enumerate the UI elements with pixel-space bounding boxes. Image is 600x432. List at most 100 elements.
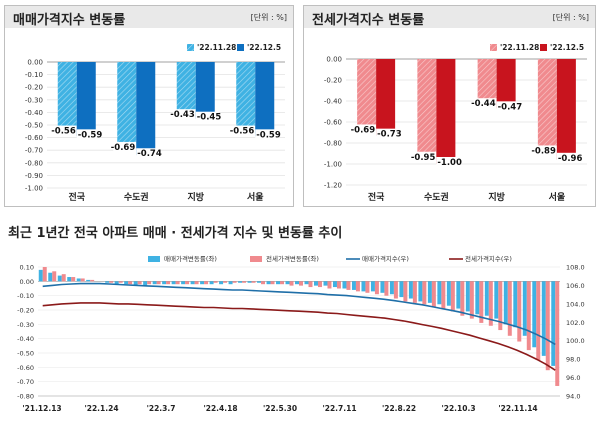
trend-bar <box>342 281 347 289</box>
jeonse-legend-swatch <box>490 44 497 51</box>
trend-x-tick-label: '22.10.3 <box>441 404 475 413</box>
sale-bar <box>236 62 256 133</box>
trend-bar <box>323 281 328 286</box>
trend-index-line <box>42 302 556 371</box>
trend-bar <box>503 281 508 325</box>
trend-right-tick-label: 96.0 <box>566 374 580 382</box>
trend-bar <box>247 281 252 283</box>
jeonse-data-label-bg <box>533 145 557 156</box>
trend-bar <box>261 281 266 285</box>
trend-legend-label: 전세가격변동률(좌) <box>266 254 319 263</box>
trend-bar <box>332 281 337 288</box>
jeonse-bar-chart: 0.00 -0.20 -0.40 -0.60 -0.80 -1.00 -1.20 '22.11… <box>324 43 587 203</box>
trend-bar <box>374 281 379 295</box>
trend-bar <box>185 281 190 285</box>
trend-bar <box>114 281 119 285</box>
trend-bar <box>257 281 262 283</box>
sale-bar <box>176 62 196 117</box>
jeonse-data-label: -0.69 <box>351 125 376 135</box>
trend-bar <box>276 281 281 285</box>
sale-data-label-bg <box>136 148 160 159</box>
jeonse-bar <box>537 59 557 153</box>
jeonse-y-tick-label: -1.00 <box>324 161 342 169</box>
trend-bar <box>431 281 436 308</box>
trend-bar <box>48 272 53 282</box>
trend-bar <box>76 278 81 282</box>
sale-y-tick-label: -0.10 <box>25 71 43 79</box>
trend-legend-label: 전세가격지수(우) <box>465 254 512 263</box>
sale-data-label-bg <box>195 111 219 122</box>
trend-bar <box>517 281 522 342</box>
trend-bar <box>346 281 351 290</box>
trend-bar <box>370 281 375 292</box>
trend-bar <box>266 281 271 285</box>
trend-bar <box>299 281 303 286</box>
sale-bar <box>136 62 156 156</box>
trend-bar <box>118 281 123 283</box>
trend-bar <box>105 281 110 283</box>
trend-bar <box>137 281 142 285</box>
trend-bar <box>213 281 218 283</box>
sale-y-tick-label: -1.00 <box>25 185 43 193</box>
sale-y-tick-label: -0.70 <box>25 147 43 155</box>
sale-data-label-bg <box>53 125 77 136</box>
trend-bar <box>190 281 195 285</box>
trend-section-title: 최근 1년간 전국 아파트 매매 · 전세가격 지수 및 변동률 추이 <box>8 226 343 241</box>
trend-legend-label: 매매가격변동률(좌) <box>164 254 217 263</box>
sale-data-label: -0.45 <box>197 113 222 123</box>
jeonse-category-label: 서울 <box>549 191 566 203</box>
trend-bar <box>232 281 237 283</box>
trend-bar <box>488 281 493 326</box>
trend-bar <box>446 281 451 306</box>
trend-left-tick-label: -0.80 <box>17 393 34 401</box>
trend-bar <box>479 281 484 323</box>
sale-data-label: -0.56 <box>51 127 76 137</box>
trend-bar <box>361 281 366 292</box>
jeonse-legend-label: '22.12.5 <box>550 43 584 52</box>
trend-bar <box>408 281 413 299</box>
trend-legend-swatch <box>250 256 262 262</box>
trend-right-tick-label: 100.0 <box>566 337 585 345</box>
jeonse-data-label-bg <box>556 152 580 163</box>
sale-bar <box>195 62 215 119</box>
trend-x-tick-label: '22.11.14 <box>498 404 537 413</box>
jeonse-category-label: 지방 <box>488 191 505 203</box>
sale-bar <box>255 62 275 137</box>
sale-category-label: 전국 <box>68 191 85 203</box>
trend-bar <box>52 271 57 282</box>
sale-legend-label: '22.11.28 <box>197 43 236 52</box>
trend-bar <box>219 281 224 285</box>
trend-left-tick-label: -0.50 <box>17 350 34 358</box>
jeonse-data-label-bg <box>353 124 377 135</box>
trend-bar <box>238 281 243 283</box>
jeonse-y-tick-label: -1.20 <box>324 182 342 190</box>
trend-bar <box>456 281 461 309</box>
trend-left-tick-label: -0.30 <box>17 321 34 329</box>
jeonse-data-label-bg <box>473 98 497 109</box>
trend-bar <box>422 281 427 305</box>
trend-bar <box>162 281 167 285</box>
trend-bar <box>507 281 512 336</box>
sale-data-label: -0.69 <box>111 143 136 153</box>
trend-x-tick-label: '21.12.13 <box>22 404 61 413</box>
trend-bar <box>393 281 398 299</box>
trend-bar <box>71 277 76 282</box>
trend-bar <box>228 281 233 285</box>
sale-data-label: -0.74 <box>137 149 162 159</box>
sale-y-tick-label: -0.20 <box>25 84 43 92</box>
jeonse-index-change-panel: 전세가격지수 변동률 [단위 : %] 0.00 -0.20 -0.40 -0.60 -… <box>303 5 596 207</box>
trend-bar <box>403 281 408 302</box>
trend-bar <box>389 281 394 295</box>
jeonse-data-label: -1.00 <box>437 158 462 168</box>
trend-bar <box>365 281 370 293</box>
jeonse-bar <box>357 59 377 132</box>
sale-data-label-bg <box>172 109 196 120</box>
trend-bar <box>133 281 138 286</box>
trend-bar <box>156 281 161 285</box>
sale-bar <box>117 62 137 149</box>
trend-bar <box>327 281 332 289</box>
jeonse-data-label-bg <box>376 128 400 139</box>
sale-y-tick-label: -0.80 <box>25 159 43 167</box>
jeonse-y-tick-label: 0.00 <box>326 56 342 64</box>
trend-left-tick-label: 0.00 <box>20 278 34 286</box>
